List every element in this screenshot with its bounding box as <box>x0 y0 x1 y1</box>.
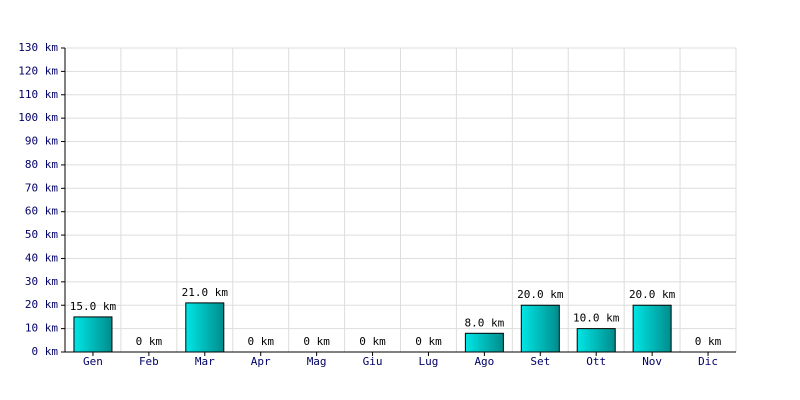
value-label: 0 km <box>136 335 163 348</box>
value-label: 20.0 km <box>629 288 676 301</box>
x-tick-label: Gen <box>83 355 103 368</box>
value-label: 21.0 km <box>182 286 229 299</box>
value-label: 10.0 km <box>573 312 620 325</box>
y-tick-label: 120 km <box>18 64 58 77</box>
bar <box>185 302 225 353</box>
bar <box>576 328 616 353</box>
x-tick-label: Giu <box>363 355 383 368</box>
x-tick-label: Nov <box>642 355 662 368</box>
x-tick-label: Dic <box>698 355 718 368</box>
x-tick-label: Mar <box>195 355 215 368</box>
y-tick-label: 130 km <box>18 41 58 54</box>
y-tick-label: 30 km <box>25 275 58 288</box>
value-label: 15.0 km <box>70 300 117 313</box>
x-tick-label: Ago <box>474 355 494 368</box>
y-tick-label: 70 km <box>25 181 58 194</box>
y-tick-label: 40 km <box>25 251 58 264</box>
x-tick-label: Mag <box>307 355 327 368</box>
y-tick-label: 110 km <box>18 88 58 101</box>
x-tick-label: Ott <box>586 355 606 368</box>
value-label: 0 km <box>247 335 274 348</box>
y-tick-label: 80 km <box>25 158 58 171</box>
x-tick-label: Lug <box>419 355 439 368</box>
y-tick-label: 100 km <box>18 111 58 124</box>
y-tick-label: 0 km <box>32 345 59 358</box>
bar <box>464 332 504 353</box>
bar <box>73 316 113 353</box>
x-tick-label: Set <box>530 355 550 368</box>
value-label: 8.0 km <box>465 316 505 329</box>
y-tick-label: 60 km <box>25 205 58 218</box>
y-tick-label: 10 km <box>25 322 58 335</box>
bar <box>632 304 672 353</box>
value-label: 0 km <box>359 335 386 348</box>
x-tick-label: Feb <box>139 355 159 368</box>
y-tick-label: 20 km <box>25 298 58 311</box>
value-label: 20.0 km <box>517 288 564 301</box>
value-label: 0 km <box>415 335 442 348</box>
x-tick-label: Apr <box>251 355 271 368</box>
y-tick-label: 90 km <box>25 135 58 148</box>
bar <box>520 304 560 353</box>
value-label: 0 km <box>695 335 722 348</box>
y-tick-label: 50 km <box>25 228 58 241</box>
value-label: 0 km <box>303 335 330 348</box>
